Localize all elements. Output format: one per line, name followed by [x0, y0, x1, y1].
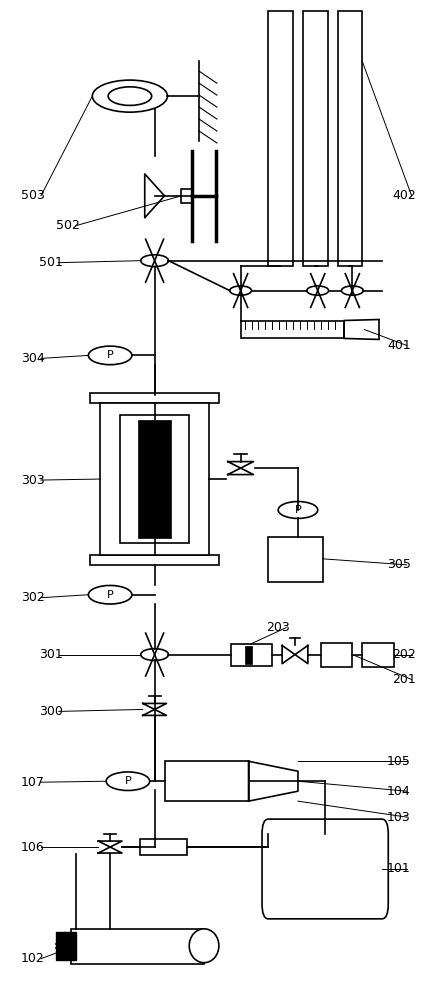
- Bar: [268, 537, 323, 582]
- Polygon shape: [56, 932, 76, 960]
- Bar: [100, 403, 209, 555]
- Text: 102: 102: [21, 952, 45, 965]
- Ellipse shape: [141, 649, 168, 660]
- Ellipse shape: [92, 80, 168, 112]
- Text: 305: 305: [387, 558, 411, 571]
- Ellipse shape: [307, 286, 329, 295]
- Text: 104: 104: [387, 785, 411, 798]
- Text: P: P: [107, 590, 113, 600]
- Bar: [181, 189, 193, 203]
- Text: 103: 103: [387, 811, 411, 824]
- Bar: [362, 643, 394, 667]
- Bar: [321, 643, 352, 667]
- Text: 401: 401: [387, 339, 411, 352]
- Text: 203: 203: [266, 621, 290, 634]
- Text: 101: 101: [387, 862, 411, 875]
- Text: 107: 107: [21, 776, 45, 789]
- Ellipse shape: [88, 346, 132, 365]
- Text: 301: 301: [39, 648, 63, 661]
- Ellipse shape: [88, 585, 132, 604]
- Bar: [140, 839, 187, 855]
- Bar: [241, 320, 344, 338]
- Ellipse shape: [278, 502, 318, 518]
- Text: 300: 300: [39, 705, 63, 718]
- Text: 105: 105: [387, 755, 411, 768]
- Text: 501: 501: [39, 256, 63, 269]
- Bar: [138, 420, 171, 538]
- Bar: [165, 761, 249, 801]
- Text: 201: 201: [392, 673, 416, 686]
- FancyBboxPatch shape: [262, 819, 388, 919]
- Text: 502: 502: [56, 219, 80, 232]
- Text: P: P: [107, 350, 113, 360]
- Text: 106: 106: [21, 841, 45, 854]
- Bar: [268, 11, 293, 266]
- Text: 302: 302: [21, 591, 45, 604]
- Bar: [71, 929, 204, 964]
- Text: 503: 503: [21, 189, 45, 202]
- Bar: [91, 393, 219, 403]
- Bar: [244, 646, 253, 664]
- Text: 402: 402: [392, 189, 416, 202]
- Text: 202: 202: [392, 648, 416, 661]
- Text: P: P: [294, 505, 301, 515]
- Bar: [120, 415, 189, 543]
- Text: P: P: [124, 776, 131, 786]
- Ellipse shape: [141, 255, 168, 267]
- Bar: [91, 555, 219, 565]
- Bar: [231, 644, 272, 666]
- Ellipse shape: [106, 772, 150, 790]
- Text: 303: 303: [21, 474, 45, 487]
- Bar: [303, 11, 328, 266]
- Ellipse shape: [230, 286, 252, 295]
- Ellipse shape: [108, 87, 152, 105]
- Text: 304: 304: [21, 352, 45, 365]
- Bar: [338, 11, 362, 266]
- Ellipse shape: [341, 286, 363, 295]
- Ellipse shape: [189, 929, 219, 963]
